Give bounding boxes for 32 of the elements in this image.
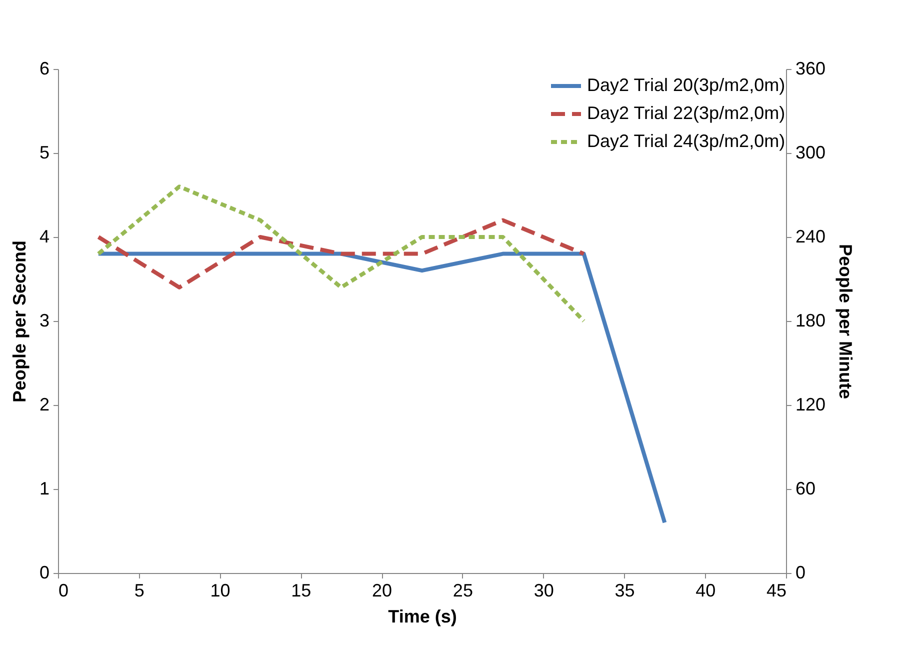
y2-tick-label: 360 [796,58,826,78]
legend-label: Day2 Trial 20(3p/m2,0m) [587,75,786,95]
y2-tick-label: 0 [796,562,806,582]
x-tick-label: 20 [372,580,392,600]
y-tick-label: 5 [39,142,50,162]
y2-tick-label: 120 [796,394,826,414]
legend-label: Day2 Trial 24(3p/m2,0m) [587,131,786,151]
x-tick-label: 40 [696,580,716,600]
x-tick-label: 15 [291,580,312,600]
y2-tick-label: 300 [796,142,826,162]
y2-axis-title: People per Minute [836,244,856,400]
x-tick-label: 25 [452,580,473,600]
y-tick-label: 0 [39,562,50,582]
y2-tick-label: 60 [796,478,816,498]
x-tick-label: 0 [58,580,69,600]
x-tick-label: 35 [614,580,635,600]
line-series [96,184,586,323]
y2-tick-label: 240 [796,226,826,246]
x-tick-label: 10 [210,580,230,600]
line-series [96,218,586,290]
y-tick-label: 2 [39,394,50,414]
y2-tick-label: 180 [796,310,826,330]
y-tick-label: 3 [39,310,50,330]
y-axis-title: People per Second [9,240,30,403]
x-tick-label: 5 [134,580,144,600]
x-tick-label: 30 [534,580,554,600]
legend-label: Day2 Trial 22(3p/m2,0m) [587,103,786,123]
y-tick-label: 4 [39,226,50,246]
x-axis-title: Time (s) [388,606,457,626]
y-tick-label: 1 [39,478,50,498]
x-tick-label: 45 [766,580,786,600]
y-tick-label: 6 [39,58,50,78]
